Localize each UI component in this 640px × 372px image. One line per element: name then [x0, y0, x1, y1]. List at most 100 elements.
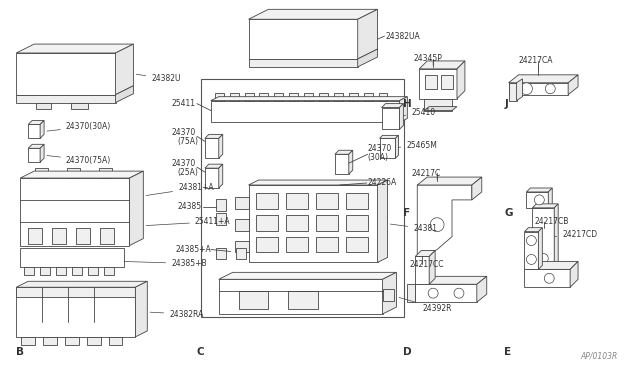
Polygon shape [419, 69, 457, 99]
Text: AP/0103R: AP/0103R [580, 352, 618, 361]
Bar [244, 93, 253, 101]
Polygon shape [429, 250, 435, 284]
Bar [316, 237, 338, 253]
Polygon shape [216, 247, 226, 259]
Bar [43, 337, 57, 345]
Polygon shape [219, 164, 223, 188]
Bar [316, 215, 338, 231]
Text: 24385+B: 24385+B [124, 259, 207, 268]
Circle shape [544, 273, 554, 283]
Text: 24382UA: 24382UA [385, 32, 420, 41]
Polygon shape [205, 138, 219, 158]
Text: 24370(30A): 24370(30A) [47, 122, 111, 131]
Bar [201, 79, 404, 317]
Polygon shape [248, 180, 387, 185]
Bar [286, 237, 308, 253]
Bar [349, 93, 358, 101]
Text: J: J [504, 99, 508, 109]
Bar [87, 337, 100, 345]
Polygon shape [399, 97, 407, 122]
Polygon shape [335, 150, 353, 154]
Text: 25410: 25410 [403, 108, 435, 117]
Polygon shape [40, 121, 44, 138]
Text: 25411+A: 25411+A [146, 217, 230, 226]
Polygon shape [35, 168, 48, 178]
Polygon shape [554, 204, 558, 269]
Polygon shape [99, 168, 111, 178]
Polygon shape [407, 284, 415, 302]
Polygon shape [417, 185, 472, 256]
Bar [378, 93, 387, 101]
Circle shape [454, 288, 464, 298]
Text: 24370: 24370 [172, 128, 196, 137]
Bar [364, 93, 372, 101]
Bar [288, 291, 318, 309]
Polygon shape [399, 104, 403, 129]
Bar [286, 193, 308, 209]
Text: 24370: 24370 [172, 159, 196, 168]
Text: 24382U: 24382U [136, 74, 180, 83]
Text: D: D [403, 347, 412, 357]
Polygon shape [516, 79, 522, 101]
Polygon shape [219, 272, 396, 279]
Polygon shape [116, 86, 133, 103]
Text: 24381: 24381 [390, 224, 437, 233]
Circle shape [538, 253, 548, 263]
Text: 24382RA: 24382RA [150, 310, 204, 318]
Text: 24392R: 24392R [399, 298, 452, 313]
Bar [441, 75, 453, 89]
Circle shape [428, 288, 438, 298]
Text: 24226A: 24226A [367, 177, 397, 186]
Polygon shape [248, 59, 358, 67]
Text: 24385+A: 24385+A [175, 245, 211, 254]
Bar [319, 93, 328, 101]
Polygon shape [28, 125, 40, 138]
Bar [304, 93, 313, 101]
Bar [76, 228, 90, 244]
Polygon shape [28, 121, 44, 125]
Polygon shape [219, 279, 383, 314]
Polygon shape [509, 75, 578, 83]
Polygon shape [378, 180, 387, 262]
Polygon shape [415, 276, 487, 284]
Bar [346, 237, 367, 253]
Polygon shape [570, 262, 578, 287]
Bar [289, 93, 298, 101]
Polygon shape [248, 9, 378, 19]
Bar [100, 228, 113, 244]
Polygon shape [538, 228, 542, 269]
Text: 24217C: 24217C [412, 169, 440, 177]
Bar [239, 291, 268, 309]
Polygon shape [415, 250, 435, 256]
Polygon shape [205, 164, 223, 168]
Polygon shape [40, 144, 44, 162]
Text: (25A): (25A) [177, 168, 198, 177]
Polygon shape [424, 99, 452, 110]
Text: 25411: 25411 [172, 99, 196, 108]
Circle shape [430, 218, 444, 232]
Bar [20, 247, 124, 267]
Polygon shape [349, 150, 353, 174]
Polygon shape [20, 178, 129, 246]
Polygon shape [248, 185, 378, 262]
Polygon shape [71, 103, 88, 109]
Polygon shape [548, 188, 552, 208]
Bar [346, 215, 367, 231]
Bar [257, 193, 278, 209]
Bar [275, 93, 284, 101]
Polygon shape [358, 9, 378, 59]
Polygon shape [509, 83, 516, 101]
Polygon shape [211, 97, 407, 101]
Bar [40, 267, 50, 275]
Text: 24370(75A): 24370(75A) [47, 155, 111, 165]
Polygon shape [20, 171, 143, 178]
Bar [28, 228, 42, 244]
Bar [88, 267, 98, 275]
Polygon shape [248, 19, 358, 59]
Bar [215, 93, 224, 101]
Polygon shape [524, 269, 570, 287]
Polygon shape [380, 135, 399, 138]
Polygon shape [16, 287, 136, 337]
Bar [257, 215, 278, 231]
Polygon shape [67, 168, 80, 178]
